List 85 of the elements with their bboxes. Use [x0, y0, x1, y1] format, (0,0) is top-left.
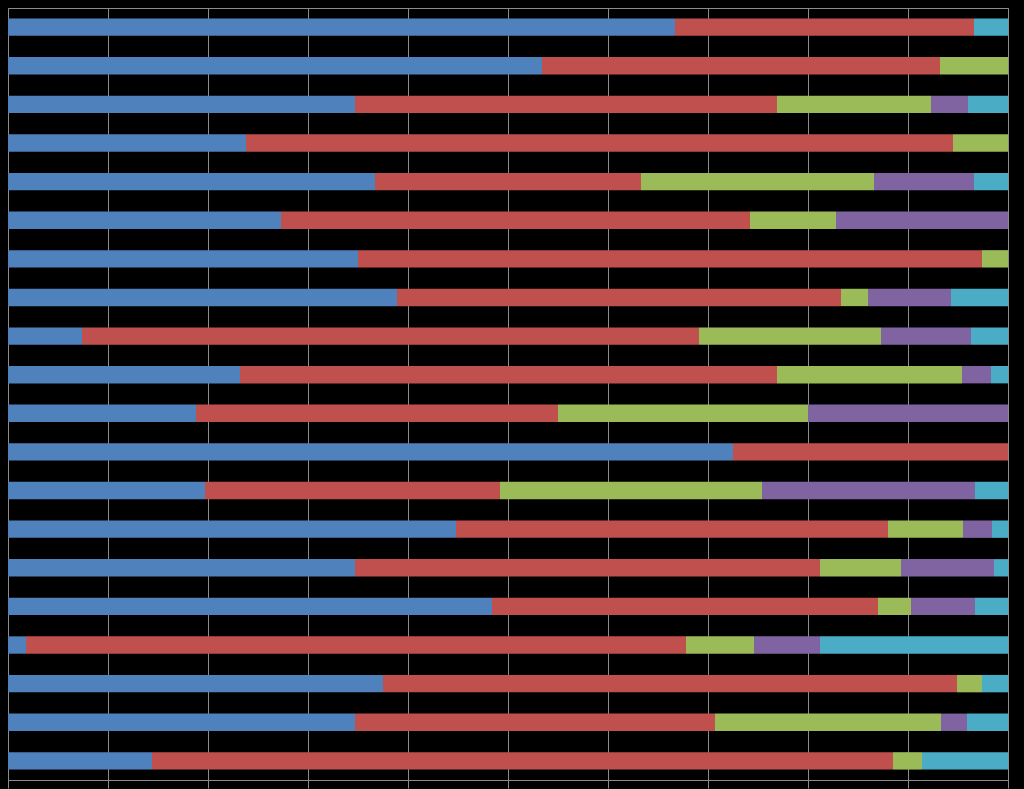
bar — [8, 752, 152, 770]
bar — [8, 404, 196, 422]
bar — [874, 172, 974, 191]
bar — [699, 327, 881, 345]
bar — [967, 713, 1008, 731]
bar — [982, 250, 1008, 268]
bar — [152, 752, 893, 770]
bar — [777, 366, 962, 384]
bar — [558, 404, 808, 422]
bar — [922, 752, 1008, 770]
bar — [240, 366, 777, 384]
bar — [953, 134, 1008, 152]
bar — [8, 134, 246, 152]
bar — [878, 597, 911, 616]
bar — [931, 95, 968, 114]
bar — [8, 327, 82, 345]
bar — [8, 559, 355, 577]
bar — [911, 597, 975, 616]
bar — [8, 597, 492, 616]
bar — [994, 559, 1008, 577]
bar — [762, 481, 975, 500]
bar — [246, 134, 953, 152]
bar — [542, 57, 940, 75]
bar — [355, 559, 820, 577]
bar — [358, 250, 982, 268]
bar — [26, 636, 686, 654]
bar — [686, 636, 754, 654]
bar — [836, 211, 1008, 229]
bar — [733, 443, 1008, 461]
bar — [971, 327, 1008, 345]
bar — [492, 597, 878, 616]
bar — [8, 288, 397, 307]
bar — [383, 674, 957, 693]
bar — [8, 520, 456, 538]
bar — [281, 211, 750, 229]
bar — [375, 172, 641, 191]
bar — [991, 366, 1008, 384]
bar — [974, 18, 1008, 36]
bar — [355, 95, 777, 114]
bar — [754, 636, 820, 654]
bar — [8, 57, 542, 75]
bar — [750, 211, 836, 229]
bar — [941, 713, 967, 731]
bar — [881, 327, 971, 345]
bar — [8, 250, 358, 268]
bar — [8, 211, 281, 229]
bar — [355, 713, 715, 731]
bar — [940, 57, 1008, 75]
bar — [500, 481, 762, 500]
bar — [8, 95, 355, 114]
bar — [8, 636, 26, 654]
bar — [8, 443, 733, 461]
bar — [397, 288, 841, 307]
bar — [951, 288, 1008, 307]
bar — [974, 172, 1008, 191]
bar — [992, 520, 1008, 538]
bar — [205, 481, 500, 500]
bar — [868, 288, 951, 307]
bar — [968, 95, 1008, 114]
bar — [975, 597, 1008, 616]
bar — [963, 520, 992, 538]
bar — [8, 172, 375, 191]
bar — [901, 559, 994, 577]
bar — [893, 752, 922, 770]
bar — [8, 713, 355, 731]
bar — [641, 172, 874, 191]
bar — [8, 674, 383, 693]
bar — [888, 520, 963, 538]
bar — [675, 18, 974, 36]
bar — [841, 288, 868, 307]
bar — [8, 481, 205, 500]
bar — [456, 520, 888, 538]
bar — [777, 95, 931, 114]
bar — [957, 674, 982, 693]
bar — [982, 674, 1008, 693]
bar — [820, 636, 1008, 654]
bar — [8, 366, 240, 384]
bar — [8, 18, 675, 36]
bar — [196, 404, 558, 422]
bar — [962, 366, 991, 384]
bar — [808, 404, 1008, 422]
bar — [975, 481, 1008, 500]
bar — [715, 713, 941, 731]
bar — [82, 327, 699, 345]
bar — [820, 559, 901, 577]
